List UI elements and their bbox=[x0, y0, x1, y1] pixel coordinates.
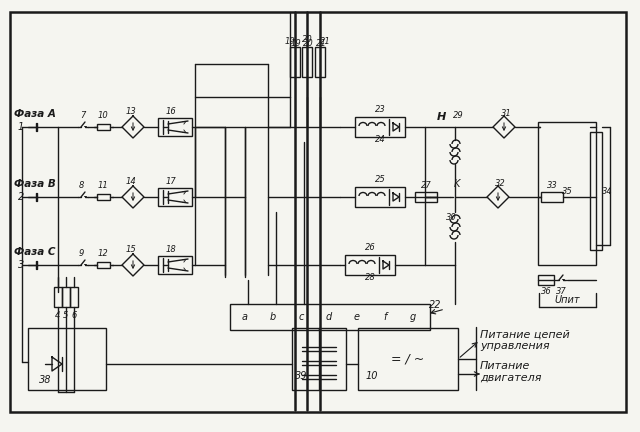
Text: c: c bbox=[298, 312, 304, 322]
Text: 24: 24 bbox=[374, 136, 385, 144]
Text: Фаза B: Фаза B bbox=[14, 179, 56, 189]
Bar bbox=[28, 328, 106, 390]
Text: 23: 23 bbox=[374, 105, 385, 114]
Bar bbox=[415, 192, 437, 202]
Text: 1: 1 bbox=[18, 122, 24, 132]
Bar bbox=[541, 192, 563, 202]
Bar bbox=[358, 328, 458, 390]
Text: 14: 14 bbox=[125, 178, 136, 187]
Bar bbox=[315, 47, 325, 77]
Text: 5: 5 bbox=[63, 311, 68, 320]
Bar bbox=[158, 256, 192, 274]
Text: 15: 15 bbox=[125, 245, 136, 254]
Text: 22: 22 bbox=[429, 300, 441, 310]
Text: 12: 12 bbox=[98, 250, 108, 258]
Text: 21: 21 bbox=[316, 39, 326, 48]
Text: 38: 38 bbox=[39, 375, 51, 385]
Bar bbox=[54, 287, 62, 307]
Text: f: f bbox=[383, 312, 387, 322]
Text: 35: 35 bbox=[562, 187, 572, 196]
Text: Фаза A: Фаза A bbox=[14, 109, 56, 119]
Text: 10: 10 bbox=[366, 371, 378, 381]
Text: 26: 26 bbox=[365, 244, 376, 252]
Bar bbox=[538, 122, 596, 265]
Bar bbox=[97, 124, 109, 130]
Bar bbox=[538, 275, 554, 285]
Bar bbox=[355, 187, 405, 207]
Text: 20: 20 bbox=[302, 35, 313, 44]
Bar bbox=[590, 132, 602, 250]
Bar bbox=[158, 188, 192, 206]
Text: 7: 7 bbox=[80, 111, 86, 121]
Text: d: d bbox=[326, 312, 332, 322]
Text: 28: 28 bbox=[365, 273, 376, 283]
Text: 18: 18 bbox=[166, 245, 177, 254]
Text: 3: 3 bbox=[18, 260, 24, 270]
Text: H: H bbox=[436, 112, 445, 122]
Text: 21: 21 bbox=[320, 38, 331, 47]
Text: 8: 8 bbox=[78, 181, 84, 191]
Text: 25: 25 bbox=[374, 175, 385, 184]
Text: 27: 27 bbox=[420, 181, 431, 190]
Text: 6: 6 bbox=[71, 311, 77, 320]
Text: 30: 30 bbox=[445, 213, 456, 222]
Text: 11: 11 bbox=[98, 181, 108, 191]
Bar bbox=[62, 287, 70, 307]
Bar bbox=[230, 304, 430, 330]
Text: 4: 4 bbox=[55, 311, 61, 320]
Text: = / ~: = / ~ bbox=[392, 353, 424, 365]
Text: 13: 13 bbox=[125, 108, 136, 117]
Text: 2: 2 bbox=[18, 192, 24, 202]
Text: 10: 10 bbox=[98, 111, 108, 121]
Bar bbox=[292, 328, 346, 390]
Bar bbox=[97, 262, 109, 268]
Bar bbox=[302, 47, 312, 77]
Text: 33: 33 bbox=[547, 181, 557, 190]
Text: 34: 34 bbox=[602, 187, 612, 196]
Text: b: b bbox=[270, 312, 276, 322]
Bar bbox=[290, 47, 300, 77]
Text: 9: 9 bbox=[78, 250, 84, 258]
Text: 37: 37 bbox=[556, 286, 566, 295]
Bar bbox=[355, 117, 405, 137]
Text: 39: 39 bbox=[295, 371, 307, 381]
Bar bbox=[345, 255, 395, 275]
Text: Питание
двигателя: Питание двигателя bbox=[480, 361, 541, 383]
Text: 29: 29 bbox=[453, 111, 464, 120]
Bar bbox=[70, 287, 78, 307]
Text: 32: 32 bbox=[495, 178, 506, 187]
Text: 19: 19 bbox=[291, 39, 301, 48]
Text: K: K bbox=[454, 179, 460, 189]
Bar bbox=[158, 118, 192, 136]
Text: Uпит: Uпит bbox=[554, 295, 580, 305]
Text: 36: 36 bbox=[541, 286, 552, 295]
Text: 20: 20 bbox=[303, 39, 314, 48]
Text: g: g bbox=[410, 312, 416, 322]
Text: e: e bbox=[354, 312, 360, 322]
Text: 16: 16 bbox=[166, 107, 177, 115]
Text: 17: 17 bbox=[166, 177, 177, 185]
Text: Питание цепей
управления: Питание цепей управления bbox=[480, 329, 570, 351]
Text: Фаза C: Фаза C bbox=[14, 247, 56, 257]
Text: 19: 19 bbox=[285, 38, 296, 47]
Text: 31: 31 bbox=[500, 108, 511, 118]
Text: a: a bbox=[242, 312, 248, 322]
Bar bbox=[97, 194, 109, 200]
